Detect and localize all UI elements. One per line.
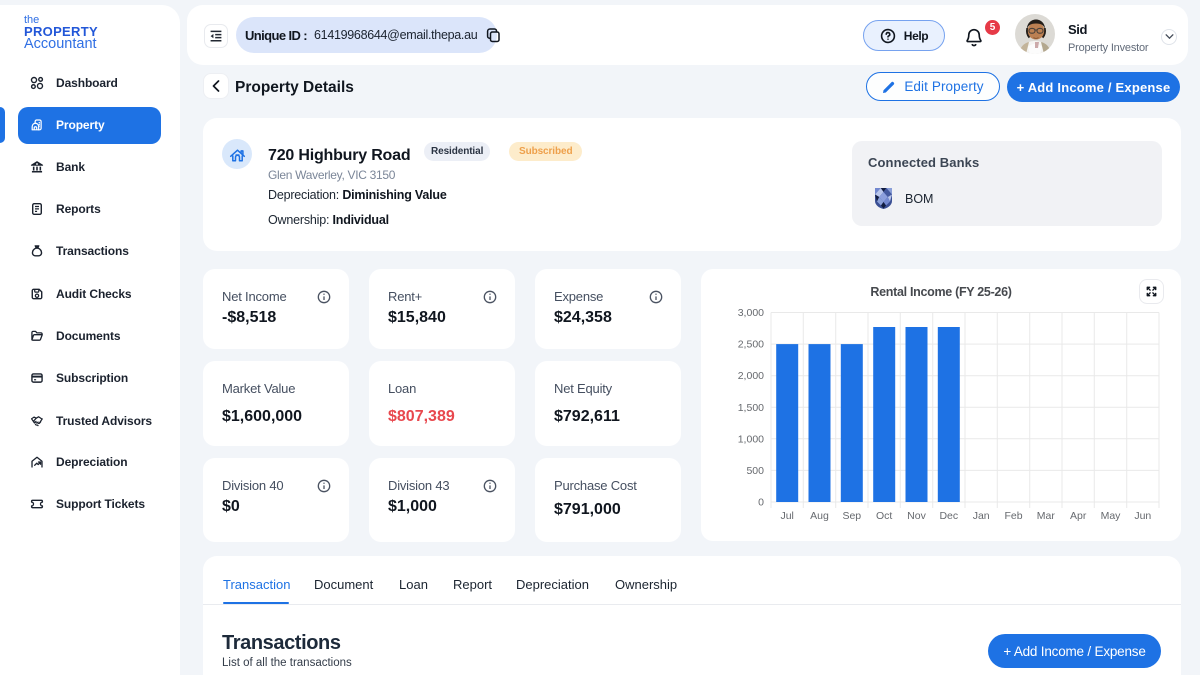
svg-text:Nov: Nov [907,510,926,522]
svg-text:Dec: Dec [939,510,958,522]
svg-text:1,500: 1,500 [738,402,764,414]
svg-text:2,000: 2,000 [738,370,764,382]
svg-text:500: 500 [746,465,764,477]
svg-text:Mar: Mar [1037,510,1056,522]
svg-text:0: 0 [758,497,764,509]
svg-text:Jul: Jul [780,510,793,522]
svg-text:Apr: Apr [1070,510,1087,522]
svg-text:1,000: 1,000 [738,433,764,445]
svg-text:2,500: 2,500 [738,339,764,351]
svg-text:3,000: 3,000 [738,307,764,319]
svg-text:May: May [1101,510,1122,522]
svg-text:Oct: Oct [876,510,892,522]
svg-text:Jan: Jan [973,510,990,522]
svg-text:Jun: Jun [1134,510,1151,522]
svg-text:Feb: Feb [1004,510,1022,522]
svg-text:Sep: Sep [842,510,861,522]
svg-text:Aug: Aug [810,510,829,522]
